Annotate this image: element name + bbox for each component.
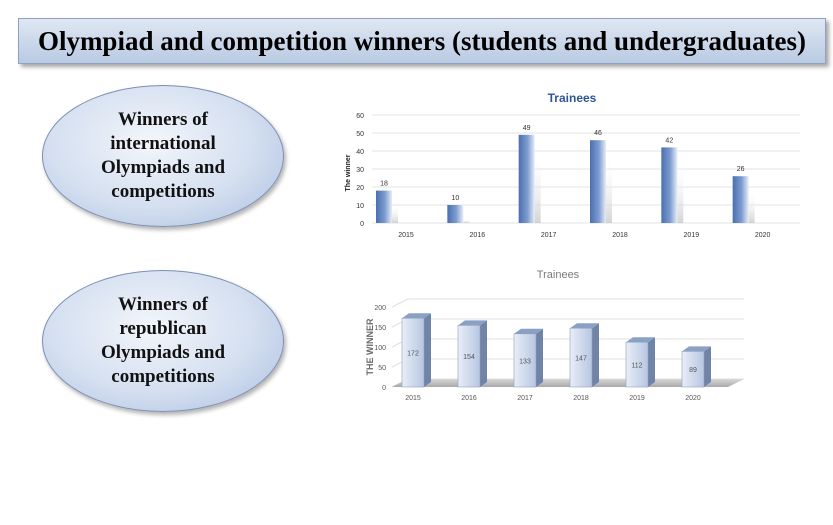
bar-top	[402, 313, 431, 319]
bar-top	[626, 337, 655, 343]
x-tick-label: 2020	[685, 395, 701, 402]
bar	[401, 317, 425, 388]
data-label: 18	[380, 181, 388, 188]
x-tick-label: 2018	[612, 232, 628, 239]
international-winners-chart: Trainees 0 10 20 30 40 50 60 The winner 18 2015 10 2…	[345, 91, 800, 239]
y-tick-label: 0	[382, 385, 386, 392]
bar	[661, 147, 678, 223]
republican-winners-chart: Trainees 0 50 100 150 200 THE WINNER 172 2015 154…	[365, 269, 744, 402]
data-label: 112	[631, 363, 642, 370]
bar-side	[480, 320, 487, 387]
bar	[569, 327, 593, 388]
y-tick-label: 200	[374, 305, 386, 312]
y-axis-label: THE WINNER	[365, 318, 375, 375]
x-tick-label: 2017	[541, 232, 557, 239]
y-axis-label: The winner	[345, 154, 352, 191]
bar	[681, 351, 705, 388]
gridline	[391, 338, 744, 348]
bar	[732, 176, 749, 223]
y-tick-label: 50	[378, 365, 386, 372]
data-label: 154	[463, 354, 475, 361]
data-label: 10	[451, 195, 459, 202]
republican-winners-oval: Winners of republican Olympiads and comp…	[42, 270, 284, 412]
bar	[518, 134, 535, 223]
data-label: 42	[665, 137, 673, 144]
bar-side	[592, 323, 599, 387]
x-tick-label: 2019	[684, 232, 700, 239]
bar-side	[648, 337, 655, 387]
bar-shadow	[463, 219, 470, 223]
bar-shadow	[606, 154, 612, 223]
x-tick-label: 2018	[573, 395, 589, 402]
bar-top	[570, 323, 599, 329]
bar-top	[682, 346, 711, 352]
bar-side	[536, 328, 543, 387]
bar-top	[458, 320, 487, 326]
bar-shadow	[677, 161, 684, 223]
y-tick-label: 40	[356, 149, 364, 156]
bar-shadow	[748, 190, 755, 223]
y-tick-label: 0	[360, 221, 364, 228]
data-label: 133	[519, 358, 531, 365]
data-label: 49	[523, 125, 531, 132]
bar-side	[424, 313, 431, 387]
y-tick-label: 60	[356, 113, 364, 120]
data-label: 46	[594, 130, 602, 137]
data-label: 147	[575, 356, 587, 363]
y-tick-label: 30	[356, 167, 364, 174]
x-tick-label: 2019	[629, 395, 645, 402]
republican-winners-label: Winners of republican Olympiads and comp…	[100, 294, 226, 387]
slide-title-banner: Olympiad and competition winners (studen…	[18, 18, 826, 64]
bar	[625, 341, 649, 388]
chart-title: Trainees	[537, 269, 580, 281]
y-tick-label: 50	[356, 131, 364, 138]
x-tick-label: 2020	[755, 232, 771, 239]
international-winners-label: Winners of international Olympiads and c…	[100, 109, 226, 202]
y-tick-label: 10	[356, 203, 364, 210]
x-tick-label: 2016	[470, 232, 486, 239]
y-tick-label: 100	[374, 345, 386, 352]
bar-top	[514, 328, 543, 334]
x-tick-label: 2015	[405, 395, 421, 402]
gridline	[391, 298, 744, 308]
bar	[447, 205, 464, 223]
x-tick-label: 2017	[517, 395, 533, 402]
bar-shadow	[392, 204, 398, 223]
chart-title: Trainees	[548, 91, 597, 105]
gridline	[391, 318, 744, 328]
bar	[457, 325, 481, 388]
x-tick-label: 2015	[398, 232, 414, 239]
data-label: 26	[737, 166, 745, 173]
bar	[590, 140, 606, 223]
x-tick-label: 2016	[461, 395, 477, 402]
bar-side	[704, 346, 711, 387]
bar-shadow	[534, 148, 541, 223]
data-label: 89	[689, 367, 697, 374]
bar	[376, 190, 392, 223]
data-label: 172	[407, 351, 419, 358]
international-winners-oval: Winners of international Olympiads and c…	[42, 85, 284, 227]
y-tick-label: 150	[374, 325, 386, 332]
slide-title: Olympiad and competition winners (studen…	[37, 25, 807, 56]
bar	[513, 333, 537, 388]
y-tick-label: 20	[356, 185, 364, 192]
